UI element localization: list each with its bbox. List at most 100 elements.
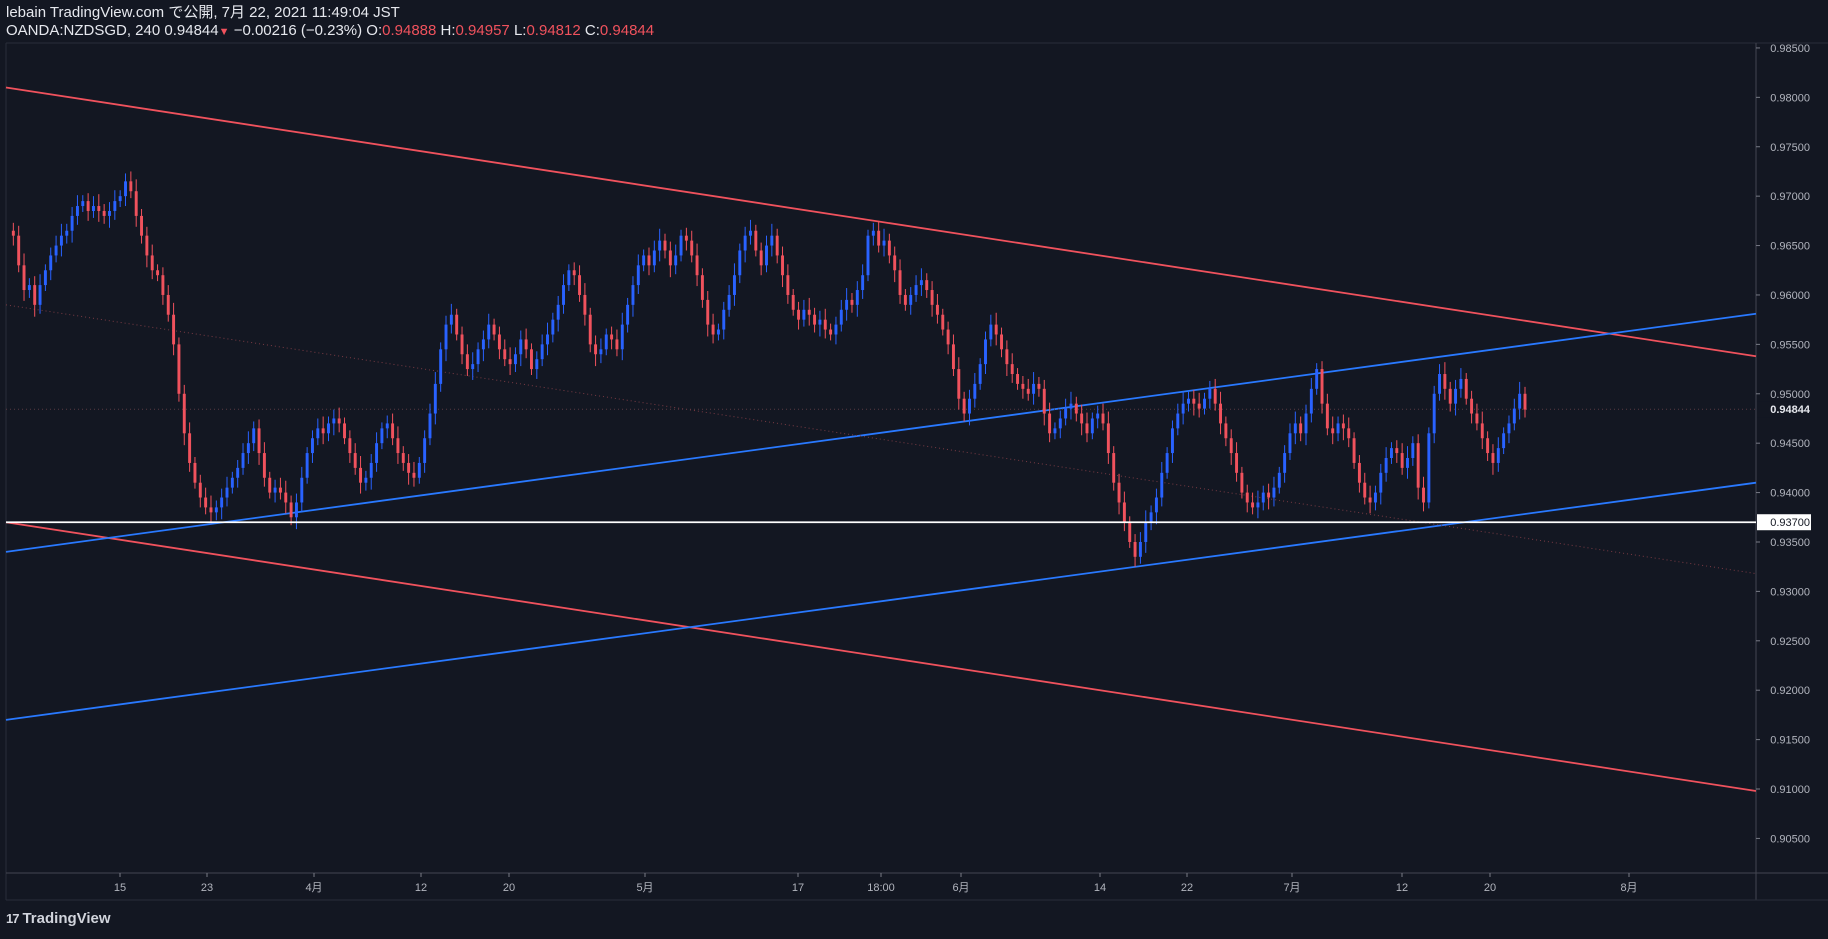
candle-body [711,324,715,335]
candle-body [343,423,346,439]
candle-body [1464,378,1468,399]
candle-body [1277,472,1281,488]
candle-body [1133,541,1137,557]
candle-body [294,502,298,518]
y-tick-label: 0.90500 [1770,833,1810,845]
x-tick-label: 20 [1484,882,1496,894]
candle-body [1480,423,1484,439]
candle-body [1165,453,1169,473]
candle-body [1090,418,1094,434]
candle-body [1208,388,1212,399]
candle-body [1288,433,1292,454]
candle-body [1448,388,1452,404]
candle-body [968,398,971,414]
candle-body [1080,413,1084,424]
candle-body [385,423,389,429]
candle-body [1518,393,1522,409]
candle-body [102,210,106,216]
candle-body [1106,423,1110,454]
candle-body [1016,374,1020,384]
candle-body [556,304,560,320]
y-tick-label: 0.98500 [1770,43,1810,55]
candle-body [861,275,865,291]
high-value: 0.94957 [455,22,510,39]
trendline-lower-red [5,521,1757,792]
time-axis[interactable]: 15 23 4月 12 20 5月 17 18:00 6月 14 22 7月 12 20 8月 [114,873,1638,894]
open-label: O: [366,22,383,39]
candle-body [145,235,149,256]
candle-body [973,383,977,399]
last-price-tag: 0.94844 [1770,404,1811,416]
tradingview-logo[interactable]: 17 TradingView [6,910,111,927]
candle-body [663,240,667,251]
candle-body [262,453,266,478]
candle-body [11,230,15,236]
candle-body [455,314,459,335]
symbol-label[interactable]: OANDA:NZDSGD, 240 [6,22,161,39]
candle-body [188,433,192,463]
candle-body [1058,418,1062,429]
candle-body [866,235,870,276]
candle-body [140,215,144,236]
candle-body [749,230,752,236]
candle-body [380,428,384,444]
candle-body [1251,502,1255,508]
trendline-mid-dotted [5,304,1757,575]
candle-body [1336,423,1340,434]
candle-body [1331,428,1335,434]
candle-body [941,314,945,330]
candle-body [588,314,592,345]
candle-body [439,349,443,384]
candle-body [1026,388,1030,394]
candle-body [626,304,630,325]
candle-body [1000,334,1003,350]
trendlines[interactable] [5,86,1757,792]
candle-body [337,418,341,424]
candle-body [1315,369,1319,389]
low-label: L: [513,22,527,39]
candle-body [1272,487,1276,498]
candle-body [1502,433,1506,449]
candle-body [989,324,993,340]
candle-body [1074,403,1078,414]
candle-body [658,240,662,251]
candle-body [33,285,37,305]
candle-body [316,428,320,439]
candle-body [1293,423,1297,434]
candle-body [284,492,288,503]
close-label: C: [584,22,600,39]
candle-body [684,235,688,241]
candle-body [732,275,736,295]
candle-body [268,477,272,493]
x-tick-label: 14 [1094,882,1106,894]
candle-body [770,235,774,246]
candle-body [519,339,523,355]
candle-body [615,339,619,350]
candle-body [1347,428,1351,439]
candle-body [1395,448,1399,454]
candle-body [887,240,891,256]
price-axis[interactable]: 0.98500 0.98000 0.97500 0.97000 0.96500 0.960… [1756,43,1811,845]
candle-body [594,344,598,355]
x-tick-label: 5月 [636,882,653,894]
candle-body [198,482,202,498]
candle-body [1149,512,1153,523]
candle-body [1496,448,1500,463]
candle-body [22,265,26,291]
candle-body [754,230,758,251]
y-tick-label: 0.97500 [1770,142,1810,154]
candle-body [348,438,352,454]
open-value: 0.94888 [382,22,437,39]
candle-body [460,334,464,355]
candle-body [962,398,966,414]
candle-body [925,280,929,291]
candle-body [994,324,998,335]
candle-body [1154,497,1158,513]
publish-info: lebain TradingView.com で公開, 7月 22, 2021 … [6,4,400,21]
candle-body [1085,423,1089,434]
high-label: H: [440,22,456,39]
candle-body [647,255,651,266]
candle-body [1101,413,1105,424]
candle-body [797,309,801,320]
